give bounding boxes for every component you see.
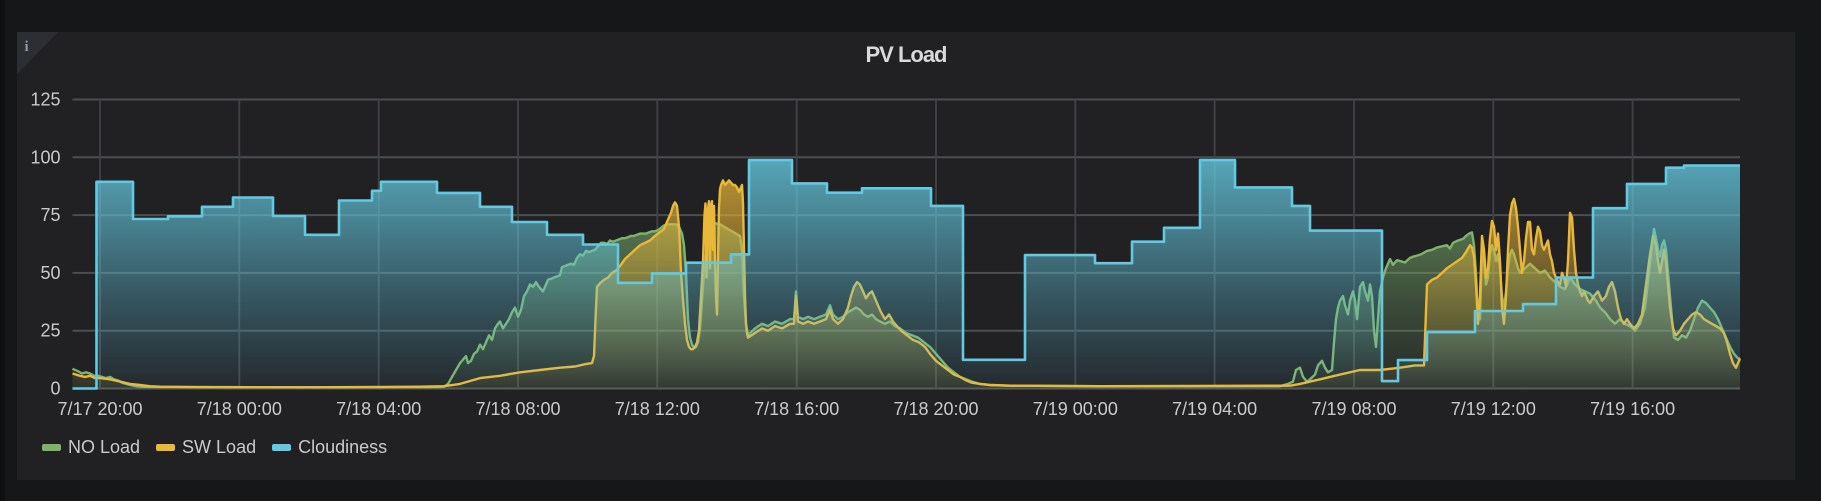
svg-text:50: 50 <box>40 263 60 283</box>
svg-text:7/18 16:00: 7/18 16:00 <box>754 399 839 419</box>
svg-text:7/17 20:00: 7/17 20:00 <box>57 399 142 419</box>
svg-text:7/18 12:00: 7/18 12:00 <box>615 399 700 419</box>
svg-text:0: 0 <box>50 379 60 399</box>
svg-text:7/19 08:00: 7/19 08:00 <box>1311 399 1396 419</box>
svg-text:7/18 00:00: 7/18 00:00 <box>197 399 282 419</box>
svg-text:25: 25 <box>40 321 60 341</box>
svg-text:125: 125 <box>30 90 60 110</box>
svg-text:7/18 04:00: 7/18 04:00 <box>336 399 421 419</box>
svg-text:7/19 00:00: 7/19 00:00 <box>1033 399 1118 419</box>
svg-text:7/19 12:00: 7/19 12:00 <box>1451 399 1536 419</box>
svg-text:75: 75 <box>40 205 60 225</box>
svg-text:7/19 16:00: 7/19 16:00 <box>1590 399 1675 419</box>
svg-text:7/19 04:00: 7/19 04:00 <box>1172 399 1257 419</box>
svg-text:100: 100 <box>30 147 60 167</box>
svg-text:7/18 20:00: 7/18 20:00 <box>893 399 978 419</box>
svg-text:7/18 08:00: 7/18 08:00 <box>475 399 560 419</box>
